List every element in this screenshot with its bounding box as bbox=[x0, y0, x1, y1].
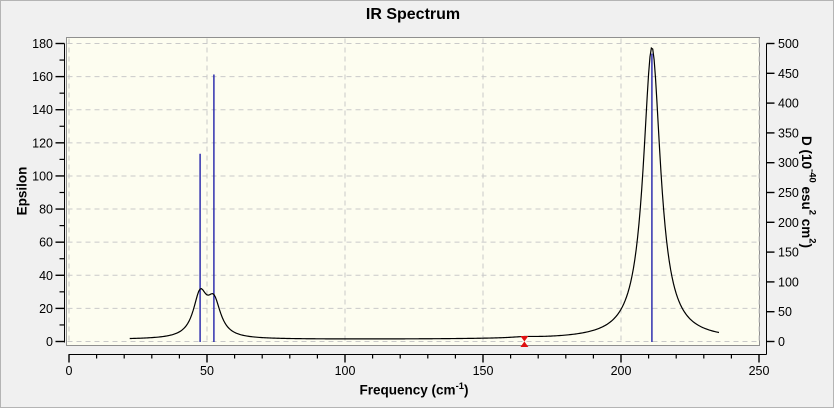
x-axis-tick-label: 200 bbox=[611, 364, 632, 378]
left-axis-tick-label: 60 bbox=[39, 236, 53, 250]
left-axis-tick-label: 120 bbox=[32, 136, 53, 150]
left-axis-tick-label: 40 bbox=[39, 269, 53, 283]
right-axis-tick-label: 500 bbox=[778, 37, 799, 51]
left-axis-tick-label: 20 bbox=[39, 302, 53, 316]
right-axis-tick-label: 350 bbox=[778, 126, 799, 140]
x-axis-title: Frequency (cm-1) bbox=[359, 381, 469, 398]
right-axis-tick-label: 0 bbox=[778, 335, 785, 349]
right-axis-tick-label: 100 bbox=[778, 275, 799, 289]
plot-background[interactable] bbox=[66, 37, 760, 346]
left-axis-tick-label: 80 bbox=[39, 203, 53, 217]
x-axis-tick-label: 100 bbox=[335, 364, 356, 378]
chart-title: IR Spectrum bbox=[365, 6, 461, 23]
left-axis-tick-label: 160 bbox=[32, 70, 53, 84]
x-axis-tick-label: 150 bbox=[473, 364, 494, 378]
right-axis-tick-label: 50 bbox=[778, 305, 792, 319]
x-axis-tick-label: 0 bbox=[66, 364, 73, 378]
right-axis-tick-label: 200 bbox=[778, 216, 799, 230]
left-axis-tick-label: 0 bbox=[46, 335, 53, 349]
right-axis-tick-label: 150 bbox=[778, 246, 799, 260]
right-axis-tick-label: 300 bbox=[778, 156, 799, 170]
left-axis-tick-label: 140 bbox=[32, 103, 53, 117]
x-axis-tick-label: 250 bbox=[749, 364, 770, 378]
y-left-axis-title: Epsilon bbox=[14, 166, 30, 216]
x-axis-tick-label: 50 bbox=[200, 364, 214, 378]
y-right-axis-title: D (10-40 esu2 cm2) bbox=[799, 136, 818, 248]
left-axis-tick-label: 180 bbox=[32, 37, 53, 51]
right-axis-tick-label: 400 bbox=[778, 97, 799, 111]
right-axis-tick-label: 250 bbox=[778, 186, 799, 200]
right-axis-tick-label: 450 bbox=[778, 67, 799, 81]
selected-mode-marker[interactable] bbox=[520, 336, 529, 347]
left-axis-tick-label: 100 bbox=[32, 169, 53, 183]
epsilon-curve bbox=[129, 47, 720, 340]
